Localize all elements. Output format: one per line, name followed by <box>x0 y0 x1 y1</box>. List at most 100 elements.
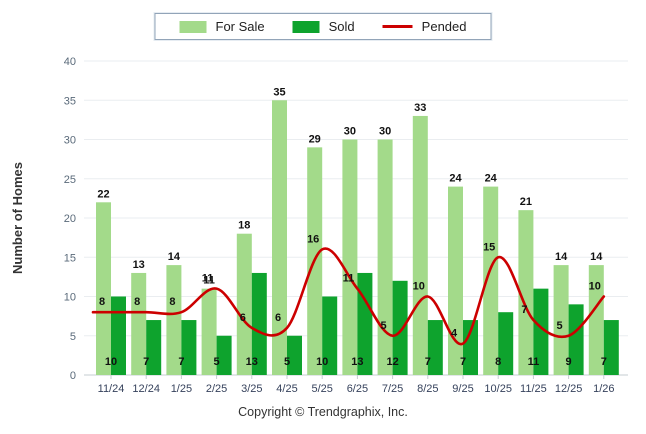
pended-value-label: 5 <box>557 320 563 332</box>
pended-value-label: 16 <box>307 233 319 245</box>
pended-value-label: 8 <box>134 296 140 308</box>
x-axis-tick-label: 3/25 <box>241 383 262 395</box>
legend: For Sale Sold Pended <box>154 13 492 40</box>
for-sale-swatch-icon <box>179 20 207 33</box>
y-axis-tick-label: 35 <box>64 95 76 107</box>
sold-swatch-icon <box>292 20 320 33</box>
x-axis-tick-label: 11/25 <box>520 383 547 395</box>
sold-value-label: 13 <box>246 356 258 368</box>
sold-value-label: 11 <box>528 356 540 368</box>
for-sale-value-label: 21 <box>520 196 532 208</box>
y-axis-tick-label: 20 <box>64 213 76 225</box>
x-axis-tick-label: 7/25 <box>382 383 403 395</box>
for-sale-value-label: 24 <box>449 173 462 185</box>
for-sale-bar <box>377 139 393 375</box>
x-axis-tick-label: 12/25 <box>555 383 583 395</box>
sold-bar <box>392 280 408 375</box>
x-axis-tick-label: 2/25 <box>206 383 227 395</box>
sold-value-label: 13 <box>351 356 363 368</box>
for-sale-bar <box>553 265 569 375</box>
sold-value-label: 7 <box>425 356 431 368</box>
for-sale-value-label: 33 <box>414 102 426 114</box>
y-axis-tick-label: 0 <box>70 370 76 382</box>
for-sale-value-label: 29 <box>309 133 321 145</box>
legend-label-sold: Sold <box>328 19 355 34</box>
for-sale-bar <box>272 100 287 375</box>
pended-value-label: 4 <box>451 328 458 340</box>
for-sale-value-label: 14 <box>168 251 181 263</box>
pended-value-label: 8 <box>169 296 175 308</box>
pended-value-label: 11 <box>202 273 214 285</box>
sold-bar <box>357 272 373 375</box>
sold-bar <box>111 296 126 375</box>
x-axis-tick-label: 10/25 <box>484 383 512 395</box>
x-axis-tick-label: 11/24 <box>98 383 125 395</box>
for-sale-value-label: 18 <box>238 220 250 232</box>
for-sale-bar <box>201 288 217 375</box>
sold-bar <box>216 335 232 375</box>
pended-value-label: 10 <box>413 281 425 293</box>
sold-value-label: 5 <box>284 356 290 368</box>
legend-item-pended: Pended <box>382 19 467 34</box>
pended-value-label: 7 <box>521 304 527 316</box>
sold-bar <box>322 296 338 375</box>
y-axis-title: Number of Homes <box>10 162 25 274</box>
sold-bar <box>251 272 267 375</box>
x-axis-tick-label: 1/25 <box>171 383 192 395</box>
sold-bar <box>498 312 514 375</box>
pended-value-label: 15 <box>483 241 495 253</box>
for-sale-value-label: 14 <box>555 251 568 263</box>
for-sale-value-label: 22 <box>97 188 109 200</box>
sold-value-label: 12 <box>386 356 398 368</box>
sold-bar <box>463 320 478 375</box>
legend-label-for-sale: For Sale <box>215 19 265 34</box>
sold-value-label: 7 <box>460 356 466 368</box>
sold-bar <box>603 320 619 375</box>
x-axis-tick-label: 8/25 <box>417 383 438 395</box>
x-axis-tick-label: 6/25 <box>347 383 368 395</box>
for-sale-bar <box>131 272 147 375</box>
x-axis-tick-label: 4/25 <box>276 383 297 395</box>
for-sale-value-label: 30 <box>344 126 356 138</box>
legend-label-pended: Pended <box>421 19 467 34</box>
y-axis-tick-label: 40 <box>64 56 76 68</box>
x-axis-tick-label: 1/26 <box>593 383 614 395</box>
pended-value-label: 8 <box>99 296 105 308</box>
for-sale-bar <box>96 202 111 375</box>
for-sale-bar <box>518 210 534 375</box>
pended-value-label: 11 <box>343 273 355 285</box>
for-sale-value-label: 24 <box>485 173 498 185</box>
for-sale-value-label: 35 <box>273 86 285 98</box>
x-axis-tick-label: 9/25 <box>452 383 473 395</box>
y-axis-tick-label: 10 <box>64 292 76 304</box>
pended-value-label: 5 <box>381 320 387 332</box>
for-sale-value-label: 30 <box>379 126 391 138</box>
sold-value-label: 9 <box>566 356 572 368</box>
y-axis-tick-label: 25 <box>64 174 76 186</box>
y-axis-tick-label: 30 <box>64 135 76 147</box>
sold-value-label: 10 <box>105 356 117 368</box>
y-axis-tick-label: 5 <box>70 331 76 343</box>
sold-value-label: 7 <box>601 356 607 368</box>
for-sale-bar <box>166 265 182 375</box>
sold-value-label: 7 <box>178 356 184 368</box>
for-sale-bar <box>236 233 252 375</box>
for-sale-bar <box>342 139 358 375</box>
for-sale-value-label: 13 <box>133 259 145 271</box>
for-sale-value-label: 14 <box>590 251 603 263</box>
sold-value-label: 10 <box>316 356 328 368</box>
copyright-text: Copyright © Trendgraphix, Inc. <box>238 405 408 419</box>
sold-value-label: 7 <box>143 356 149 368</box>
sold-value-label: 8 <box>495 356 501 368</box>
sold-bar <box>287 335 302 375</box>
for-sale-bar <box>483 186 499 375</box>
pended-line-swatch-icon <box>382 25 413 28</box>
sold-value-label: 5 <box>214 356 220 368</box>
sold-bar <box>533 288 549 375</box>
sold-bar <box>568 304 584 375</box>
x-axis-tick-label: 12/24 <box>132 383 160 395</box>
legend-item-for-sale: For Sale <box>179 19 265 34</box>
sold-bar <box>146 320 162 375</box>
